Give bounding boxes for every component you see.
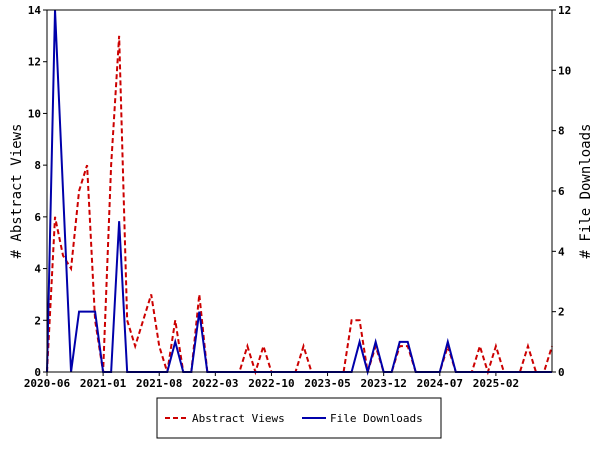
x-tick-label: 2021-01 [80,377,127,390]
chart-series [46,9,553,376]
y-left-tick-label: 14 [28,4,42,17]
y-right-tick-label: 4 [558,245,565,258]
x-tick-label: 2022-03 [192,377,238,390]
legend-box [156,397,442,439]
x-tick-label: 2023-12 [360,377,406,390]
y-left-tick-label: 12 [28,56,41,69]
y-right-tick-label: 8 [558,125,565,138]
legend: Abstract Views File Downloads [156,397,442,439]
chart-labels: 0 2 4 6 8 10 12 14 0 2 4 6 8 10 12 2020-06 2021-01 2021-0… [9,4,594,390]
x-tick-label: 2024-07 [417,377,463,390]
file-downloads-line [46,9,552,376]
abstract-views-line [46,35,553,376]
x-tick-label: 2021-08 [136,377,182,390]
x-tick-label: 2023-05 [304,377,350,390]
y-right-tick-label: 2 [558,306,565,319]
y-right-tick-label: 12 [558,4,571,17]
y-left-tick-label: 2 [34,314,41,327]
y-right-tick-label: 0 [558,366,565,379]
y-left-tick-label: 8 [34,159,41,172]
y-left-tick-label: 4 [34,263,41,276]
y-left-tick-label: 6 [34,211,41,224]
x-tick-label: 2022-10 [248,377,294,390]
y-right-tick-label: 6 [558,185,565,198]
chart-axes [43,9,556,376]
x-tick-label: 2025-02 [473,377,519,390]
plot-frame [46,9,553,373]
legend-label: Abstract Views [192,412,285,425]
plot-area-border [46,9,553,373]
y-left-tick-label: 10 [28,107,41,120]
x-tick-label: 2020-06 [24,377,71,390]
y-axis-left-title: # Abstract Views [9,124,25,259]
y-left-tick-label: 0 [34,366,41,379]
y-right-tick-label: 10 [558,64,571,77]
legend-label: File Downloads [330,412,423,425]
y-axis-right-title: # File Downloads [578,124,594,259]
